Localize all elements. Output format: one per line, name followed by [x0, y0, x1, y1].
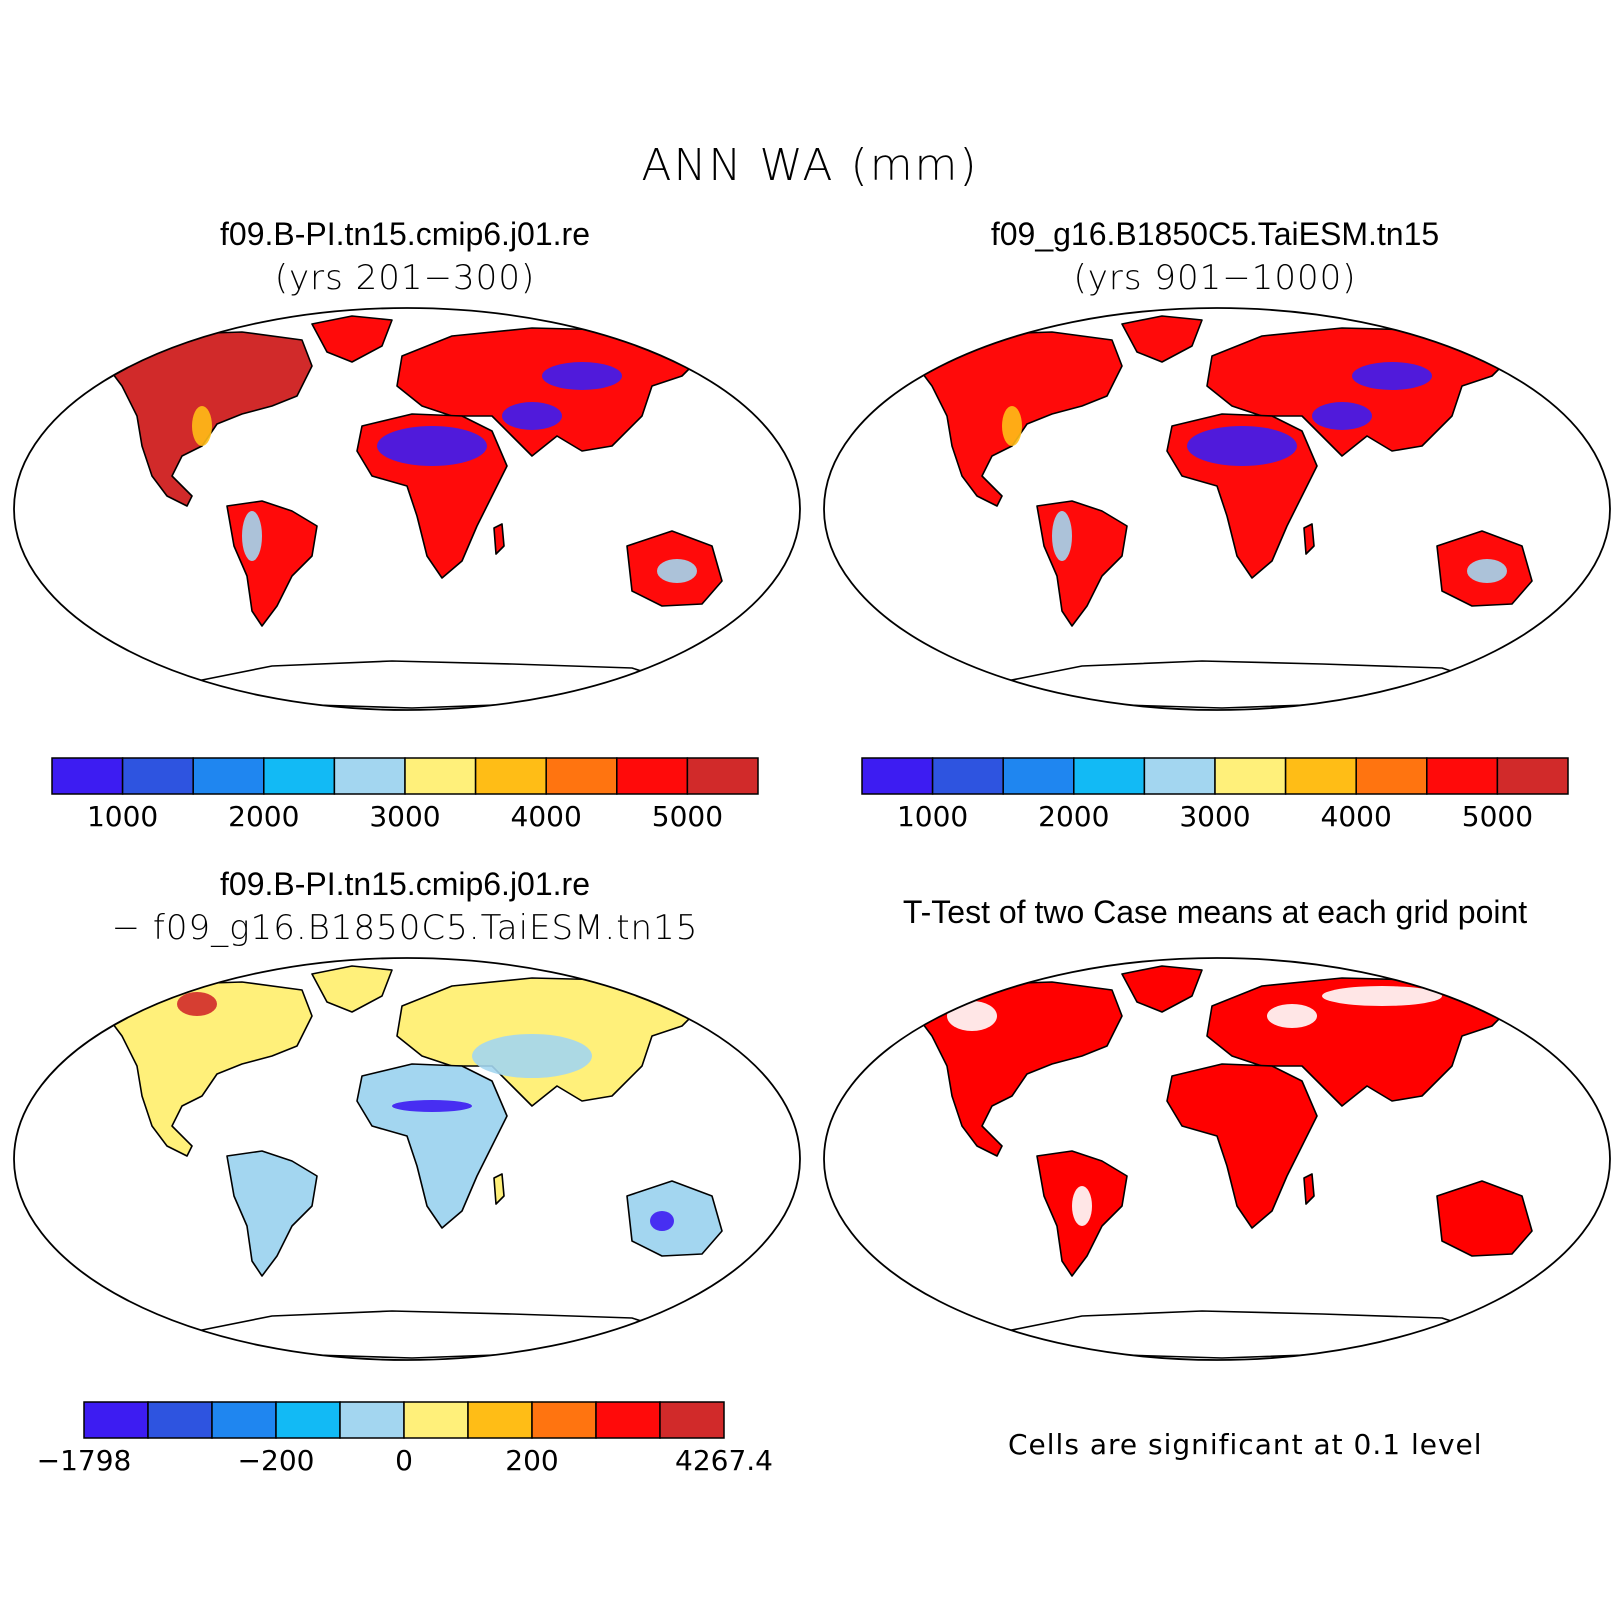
map-tl-patch-5 — [192, 406, 212, 446]
map-br-border — [823, 957, 1611, 1361]
map-bottom-left — [13, 957, 801, 1361]
map-br-madagascar — [1303, 1173, 1315, 1205]
colorbar-tr-box-3 — [1073, 757, 1146, 795]
colorbar-bl-box-8 — [595, 1401, 661, 1439]
colorbar-tl-box-8 — [616, 757, 689, 795]
map-br-patch-2 — [1267, 1004, 1317, 1028]
map-tr-madagascar — [1303, 523, 1315, 555]
map-tr-greenland — [1121, 315, 1203, 363]
panel-title-bottom-left: f09.B-PI.tn15.cmip6.j01.re — [220, 866, 590, 902]
colorbar-tr-box-4 — [1143, 757, 1216, 795]
colorbar-tr-label-1: 2000 — [1038, 800, 1110, 833]
map-bl-border — [13, 957, 801, 1361]
map-tl-patch-1 — [502, 402, 562, 430]
map-br-greenland — [1121, 965, 1203, 1013]
main-title: ANN WA (mm) — [641, 140, 979, 191]
colorbar-tl-label-3: 4000 — [510, 800, 582, 833]
map-bl-south-america — [226, 1150, 318, 1277]
colorbar-bl-box-0 — [83, 1401, 149, 1439]
map-tl-patch-3 — [242, 511, 262, 561]
map-tl-patch-2 — [542, 362, 622, 390]
colorbar-bl-box-1 — [147, 1401, 213, 1439]
colorbar-tr-label-3: 4000 — [1320, 800, 1392, 833]
colorbar-tl-label-0: 1000 — [86, 800, 159, 833]
colorbar-tr-label-4: 5000 — [1461, 800, 1534, 833]
panel-title-bottom-right: T-Test of two Case means at each grid po… — [902, 894, 1528, 930]
map-br-patch-0 — [947, 1001, 997, 1031]
map-bl-patch-1 — [177, 992, 217, 1016]
colorbar-bl-label-4: 4267.4 — [675, 1444, 773, 1477]
colorbar-tr-box-6 — [1284, 757, 1357, 795]
colorbar-tl-box-7 — [545, 757, 618, 795]
colorbar-bl-label-1: −200 — [237, 1444, 315, 1477]
colorbar-bl-box-7 — [531, 1401, 597, 1439]
colorbar-tr-box-8 — [1426, 757, 1499, 795]
colorbar-tl-box-0 — [51, 757, 124, 795]
map-tl-greenland — [311, 315, 393, 363]
colorbar-bottom-left — [83, 1401, 725, 1439]
map-tl-patch-4 — [657, 559, 697, 583]
map-tr-patch-4 — [1467, 559, 1507, 583]
colorbar-bl-box-5 — [403, 1401, 469, 1439]
map-tr-border — [823, 307, 1611, 711]
map-br-patch-3 — [1072, 1186, 1092, 1226]
colorbar-tl-label-4: 5000 — [651, 800, 724, 833]
colorbar-bl-box-4 — [339, 1401, 405, 1439]
panel-title-top-left: f09.B-PI.tn15.cmip6.j01.re — [220, 216, 590, 252]
colorbar-tl-box-4 — [333, 757, 406, 795]
colorbar-tr-box-5 — [1214, 757, 1287, 795]
colorbar-tl-label-2: 3000 — [369, 800, 441, 833]
map-bl-patch-3 — [392, 1100, 472, 1112]
map-tl-border — [13, 307, 801, 711]
colorbar-bl-label-0: −1798 — [36, 1444, 132, 1477]
map-br-australia — [1436, 1180, 1533, 1257]
map-bl-patch-2 — [650, 1211, 674, 1231]
colorbar-tr-label-0: 1000 — [896, 800, 969, 833]
map-bl-patch-0 — [472, 1034, 592, 1078]
panel-subtitle-bottom-left: − f09_g16.B1850C5.TaiESM.tn15 — [111, 908, 699, 948]
colorbar-tl-box-3 — [263, 757, 336, 795]
significance-note: Cells are significant at 0.1 level — [1008, 1428, 1483, 1461]
colorbar-tr-box-2 — [1002, 757, 1075, 795]
colorbar-bl-box-6 — [467, 1401, 533, 1439]
colorbar-tl-box-5 — [404, 757, 477, 795]
colorbar-bl-box-9 — [659, 1401, 725, 1439]
colorbar-tl-box-1 — [121, 757, 194, 795]
colorbar-tl-box-2 — [192, 757, 265, 795]
colorbar-tr-label-2: 3000 — [1179, 800, 1251, 833]
map-br-patch-1 — [1322, 986, 1442, 1006]
map-bl-greenland — [311, 965, 393, 1013]
panel-subtitle-top-left: (yrs 201−300) — [274, 258, 536, 298]
panel-title-top-right: f09_g16.B1850C5.TaiESM.tn15 — [990, 216, 1440, 252]
colorbar-tl-label-1: 2000 — [228, 800, 300, 833]
colorbar-tl-box-9 — [686, 757, 759, 795]
map-top-left — [13, 307, 801, 711]
map-bl-australia — [626, 1180, 723, 1257]
map-bottom-right — [823, 957, 1611, 1361]
colorbar-bl-box-3 — [275, 1401, 341, 1439]
map-tl-madagascar — [493, 523, 505, 555]
map-top-right — [823, 307, 1611, 711]
colorbar-tr-box-7 — [1355, 757, 1428, 795]
colorbar-top-left — [51, 757, 759, 795]
colorbar-tr-box-9 — [1496, 757, 1569, 795]
colorbar-bl-label-3: 200 — [505, 1444, 559, 1477]
map-tr-patch-0 — [1187, 426, 1297, 466]
map-tr-patch-2 — [1352, 362, 1432, 390]
colorbar-bl-box-2 — [211, 1401, 277, 1439]
map-bl-north-america — [106, 981, 313, 1157]
colorbar-top-right — [861, 757, 1569, 795]
map-tr-patch-3 — [1052, 511, 1072, 561]
colorbar-tl-box-6 — [474, 757, 547, 795]
map-tr-patch-5 — [1002, 406, 1022, 446]
map-tl-patch-0 — [377, 426, 487, 466]
panel-subtitle-top-right: (yrs 901−1000) — [1073, 258, 1357, 298]
map-bl-madagascar — [493, 1173, 505, 1205]
colorbar-tr-box-1 — [931, 757, 1004, 795]
colorbar-bl-label-2: 0 — [395, 1444, 413, 1477]
map-tr-patch-1 — [1312, 402, 1372, 430]
colorbar-tr-box-0 — [861, 757, 934, 795]
map-br-africa — [1166, 1063, 1318, 1229]
